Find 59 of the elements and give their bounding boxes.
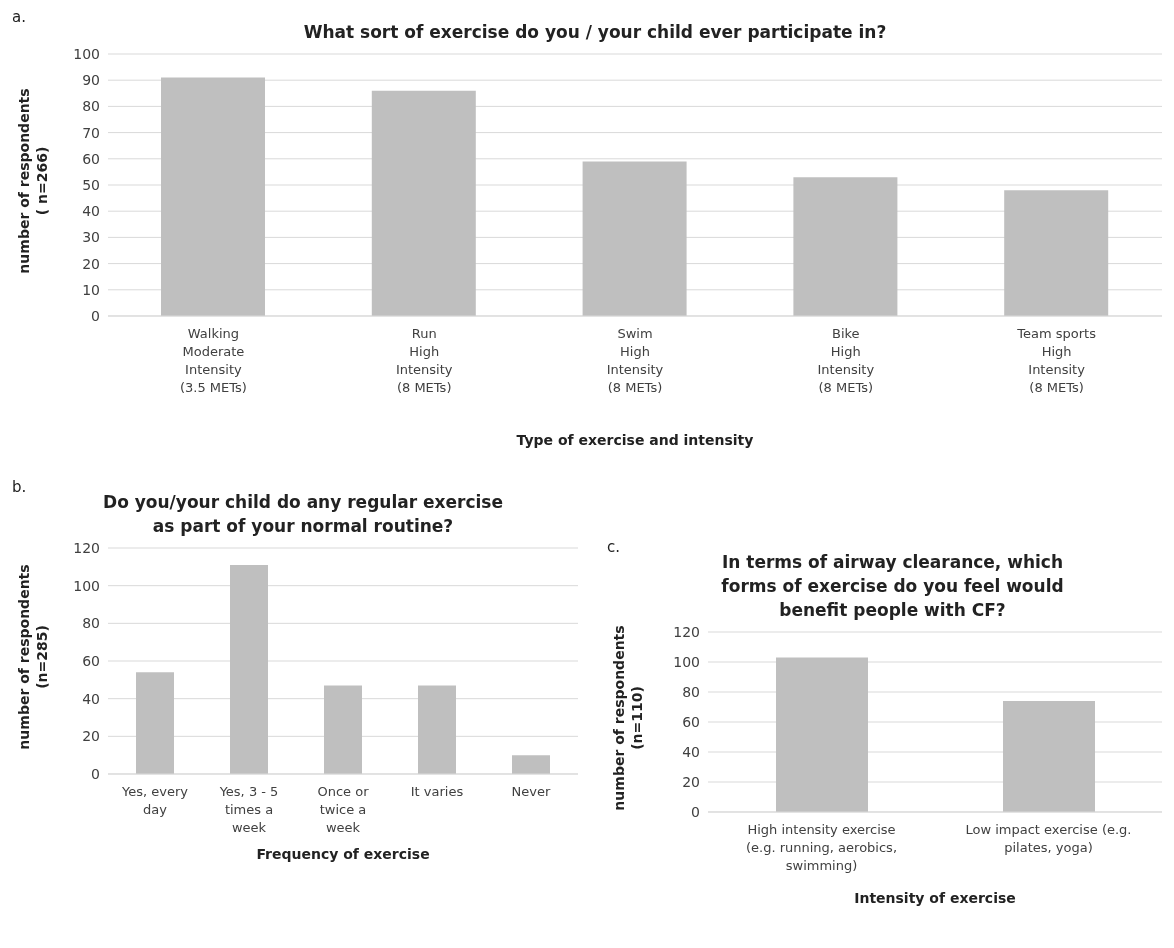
bar: [1004, 190, 1109, 316]
bar: [512, 755, 550, 774]
chart-title: Do you/your child do any regular exercise as part of your normal routine?: [102, 492, 504, 538]
x-axis-title: Intensity of exercise: [853, 890, 1017, 906]
x-tick-label: High intensity exercise (e.g. running, aerobics, swimming): [745, 822, 898, 873]
y-axis-title: number of respondents (n=110): [610, 625, 646, 811]
bar: [582, 161, 687, 316]
x-axis-title: Type of exercise and intensity: [515, 432, 755, 448]
y-tick-label: 120: [73, 539, 100, 556]
x-tick-label: Team sports High Intensity (8 METs): [1016, 326, 1097, 395]
x-tick-label: Bike High Intensity (8 METs): [817, 326, 875, 395]
y-tick-label: 120: [673, 623, 700, 640]
y-tick-label: 0: [91, 765, 100, 782]
y-tick-label: 70: [82, 124, 100, 141]
x-axis-title: Frequency of exercise: [255, 846, 431, 862]
y-tick-label: 40: [682, 743, 700, 760]
x-tick-label: Yes, 3 - 5 times a week: [218, 784, 279, 835]
x-tick-label: Once or twice a week: [317, 784, 370, 835]
x-tick-label: Never: [511, 784, 552, 799]
y-tick-label: 100: [73, 45, 100, 62]
y-tick-label: 10: [82, 281, 100, 298]
x-tick-label: Swim High Intensity (8 METs): [606, 326, 664, 395]
y-tick-label: 20: [682, 773, 700, 790]
text: a.: [12, 8, 26, 26]
y-tick-label: 80: [82, 98, 100, 115]
y-tick-label: 60: [82, 652, 100, 669]
y-tick-label: 40: [82, 203, 100, 220]
text: c.: [607, 538, 621, 556]
x-tick-label: Walking Moderate Intensity (3.5 METs): [179, 326, 247, 395]
y-tick-label: 100: [73, 577, 100, 594]
y-tick-label: 50: [82, 176, 100, 193]
x-tick-label: Low impact exercise (e.g. pilates, yoga): [965, 822, 1132, 855]
bar: [418, 685, 456, 774]
y-axis-title: number of respondents ( n=266): [15, 88, 51, 274]
y-tick-label: 80: [82, 615, 100, 632]
bar: [161, 77, 265, 316]
y-tick-label: 60: [82, 150, 100, 167]
y-tick-label: 0: [691, 803, 700, 820]
chart-title: What sort of exercise do you / your child ever participate in?: [303, 22, 887, 42]
y-tick-label: 20: [82, 255, 100, 272]
y-tick-label: 0: [91, 307, 100, 324]
chart-title: In terms of airway clearance, which forms of exercise do you feel would benefit people with CF?: [720, 552, 1065, 622]
bar: [371, 90, 476, 316]
y-tick-label: 20: [82, 728, 100, 745]
bar: [136, 672, 174, 774]
y-tick-label: 90: [82, 72, 100, 89]
x-tick-label: It varies: [410, 784, 464, 799]
text: b.: [12, 478, 27, 496]
y-axis-title: number of respondents (n=285): [15, 564, 51, 750]
y-tick-label: 30: [82, 229, 100, 246]
bar: [324, 685, 362, 774]
y-tick-label: 80: [682, 683, 700, 700]
x-tick-label: Run High Intensity (8 METs): [395, 326, 453, 395]
x-tick-label: Yes, every day: [121, 784, 189, 817]
y-tick-label: 40: [82, 690, 100, 707]
bar: [793, 177, 898, 316]
y-tick-label: 60: [682, 713, 700, 730]
bar: [230, 564, 268, 774]
y-tick-label: 100: [673, 653, 700, 670]
